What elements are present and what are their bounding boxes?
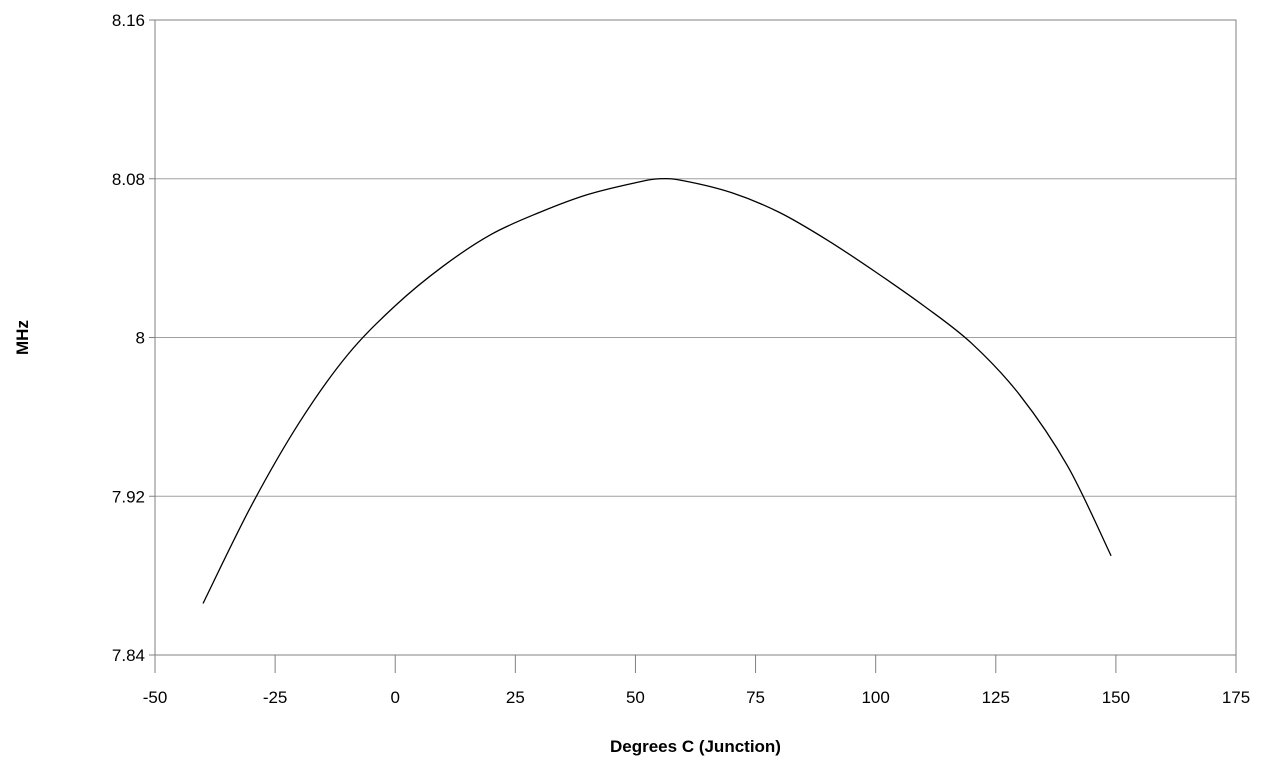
y-tick-label: 8.16 (112, 11, 145, 30)
x-axis-title: Degrees C (Junction) (610, 737, 781, 756)
y-tick-label: 8 (136, 329, 145, 348)
x-tick-label: 175 (1222, 688, 1250, 707)
y-tick-label: 7.92 (112, 487, 145, 506)
x-tick-label: 75 (746, 688, 765, 707)
axes (149, 19, 1237, 673)
x-tick-label: 125 (982, 688, 1010, 707)
x-tick-label: -50 (143, 688, 168, 707)
x-tick-label: 25 (506, 688, 525, 707)
series-layer (202, 177, 1112, 604)
x-tick-label: -25 (263, 688, 288, 707)
series-line (202, 177, 1112, 604)
y-tick-label: 8.08 (112, 170, 145, 189)
y-axis-title: MHz (13, 320, 32, 355)
x-tick-label: 0 (390, 688, 399, 707)
x-tick-label: 150 (1102, 688, 1130, 707)
gridlines (155, 178, 1236, 497)
y-tick-label: 7.84 (112, 646, 145, 665)
x-tick-label: 50 (626, 688, 645, 707)
x-tick-label: 100 (861, 688, 889, 707)
tick-labels: 7.84 7.92 8 8.08 8.16 -50 -25 0 25 50 75 100 125 150 1… (112, 11, 1250, 707)
